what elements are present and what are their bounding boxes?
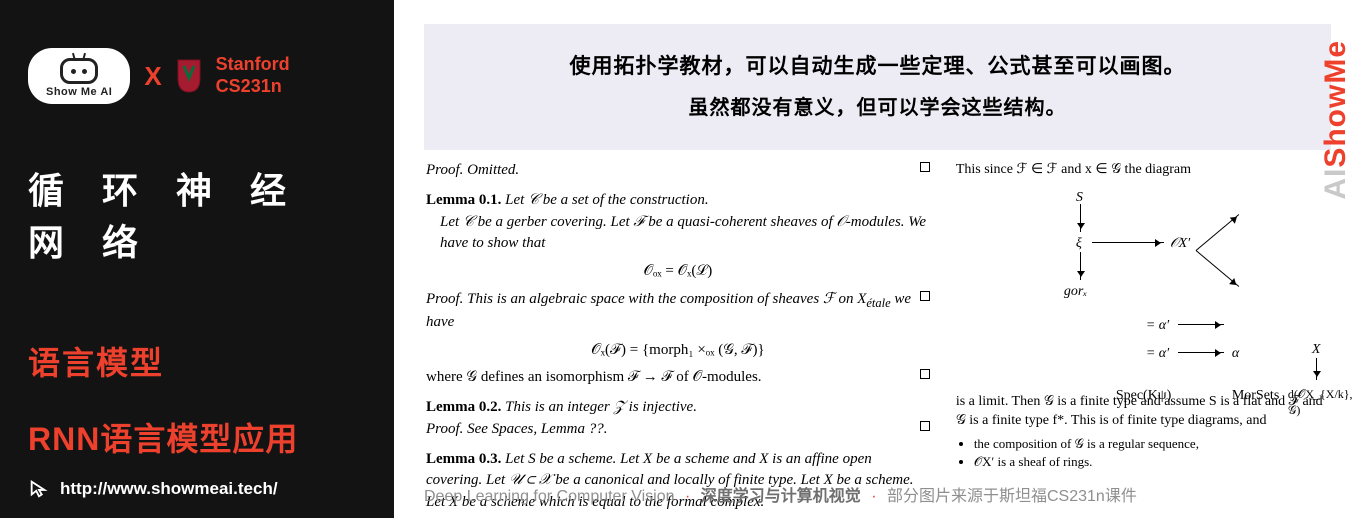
commutative-diagram: S ξ 𝒪X′ gorₓ = α′ = α′ α X Spec(Kψ) MorS… <box>956 188 1329 388</box>
lemma-0-1: Lemma 0.1. Let 𝒞 be a set of the constru… <box>426 190 930 212</box>
node-X: X <box>1312 340 1321 360</box>
formula-1: 𝒪ₒₓ = 𝒪ₓ(ℒ) <box>426 261 930 283</box>
node-gor: gorₓ <box>1064 282 1087 302</box>
lemma-0-2: Lemma 0.2. This is an integer 𝒵 is injec… <box>426 397 930 419</box>
proof-columns: Proof. Omitted. Lemma 0.1. Let 𝒞 be a se… <box>424 156 1331 466</box>
subtitle-1: 语言模型 <box>28 338 366 384</box>
node-eqa2: = α′ <box>1146 344 1169 364</box>
node-mor: MorSets <box>1232 386 1279 406</box>
footer: Deep Learning for Computer Vision · 深度学习… <box>424 482 1331 506</box>
arrow-h <box>1178 324 1224 325</box>
lemma-0-1-sub: Let 𝒞 be a gerber covering. Let ℱ be a q… <box>440 212 930 256</box>
sidebar: Show Me AI X Stanford CS231n 循 环 神 经 网 络… <box>0 0 394 518</box>
stanford-line1: Stanford <box>216 54 290 76</box>
proof-omitted: Proof. Omitted. <box>426 160 930 182</box>
proof-right: This since ℱ ∈ ℱ and x ∈ 𝒢 the diagram S… <box>948 156 1331 466</box>
arrow-diag <box>1195 250 1239 287</box>
logo-text: Show Me AI <box>46 86 112 98</box>
footer-en: Deep Learning for Computer Vision <box>424 488 675 505</box>
arrow-v <box>1080 204 1081 232</box>
brand-red: ShowMe <box>1319 40 1352 168</box>
proof-see-spaces: Proof. See Spaces, Lemma ??. <box>426 419 930 441</box>
stanford-line2: CS231n <box>216 76 290 98</box>
title-cn: 循 环 神 经 网 络 <box>28 162 366 266</box>
node-alpha: α <box>1232 344 1239 364</box>
footer-tail: 部分图片来源于斯坦福CS231n课件 <box>887 488 1137 505</box>
cursor-icon <box>28 478 50 500</box>
logo-row: Show Me AI X Stanford CS231n <box>28 48 366 104</box>
footer-cn: 深度学习与计算机视觉 <box>701 488 861 505</box>
main-content: 使用拓扑学教材，可以自动生成一些定理、公式甚至可以画图。 虽然都没有意义，但可以… <box>394 0 1361 518</box>
brand-vertical: AIShowMe <box>1319 40 1353 200</box>
proof-left: Proof. Omitted. Lemma 0.1. Let 𝒞 be a se… <box>424 156 938 466</box>
node-dO: d(𝒪X_{X/k}, 𝒢) <box>1288 386 1353 420</box>
qed-box <box>920 291 930 301</box>
arrow-v <box>1080 252 1081 280</box>
bullet-1: the composition of 𝒢 is a regular sequen… <box>974 435 1329 453</box>
brand-gray: AI <box>1319 168 1352 200</box>
proof-2: Proof. This is an algebraic space with t… <box>426 289 930 334</box>
banner-line2: 虽然都没有意义，但可以学会这些结构。 <box>454 88 1301 128</box>
subtitle-2: RNN语言模型应用 <box>28 414 366 460</box>
robot-face-icon <box>60 58 98 84</box>
qed-box <box>920 162 930 172</box>
where-line: where 𝒢 defines an isomorphism ℱ → ℱ of … <box>426 367 930 389</box>
node-xi: ξ <box>1076 234 1082 254</box>
url-text[interactable]: http://www.showmeai.tech/ <box>60 479 278 499</box>
arrow-diag <box>1195 214 1239 251</box>
url-row: http://www.showmeai.tech/ <box>28 478 278 500</box>
arrow-h <box>1178 352 1224 353</box>
node-spec: Spec(Kψ) <box>1116 386 1171 406</box>
banner: 使用拓扑学教材，可以自动生成一些定理、公式甚至可以画图。 虽然都没有意义，但可以… <box>424 24 1331 150</box>
stanford-label: Stanford CS231n <box>216 54 290 97</box>
x-separator: X <box>144 61 161 92</box>
showmeai-logo: Show Me AI <box>28 48 130 104</box>
formula-2: 𝒪ₓ(ℱ) = {morph₁ ×ₒₓ (𝒢, ℱ)} <box>426 340 930 362</box>
diagram-intro: This since ℱ ∈ ℱ and x ∈ 𝒢 the diagram <box>956 160 1329 180</box>
bullet-list: the composition of 𝒢 is a regular sequen… <box>956 435 1329 471</box>
node-eqa1: = α′ <box>1146 316 1169 336</box>
banner-line1: 使用拓扑学教材，可以自动生成一些定理、公式甚至可以画图。 <box>454 46 1301 88</box>
arrow-h <box>1092 242 1164 243</box>
qed-box <box>920 421 930 431</box>
qed-box <box>920 369 930 379</box>
node-OXp: 𝒪X′ <box>1170 234 1190 254</box>
arrow-v <box>1316 358 1317 380</box>
bullet-2: 𝒪X′ is a sheaf of rings. <box>974 453 1329 471</box>
stanford-shield-icon <box>176 58 202 94</box>
